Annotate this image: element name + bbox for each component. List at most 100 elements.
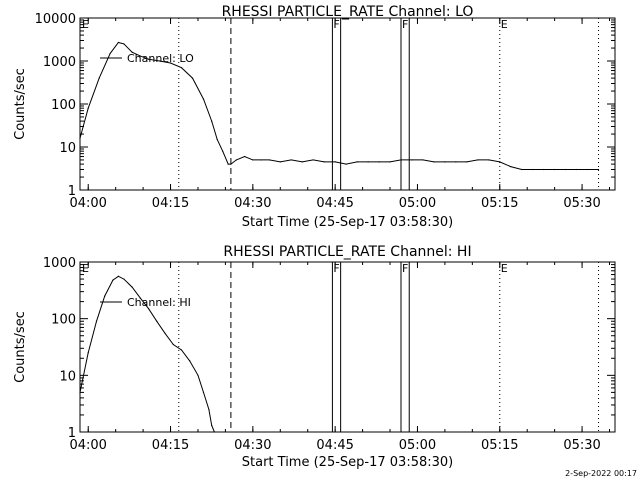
data-point — [117, 41, 120, 44]
data-point — [455, 161, 457, 163]
x-axis-label: Start Time (25-Sep-17 03:58:30) — [242, 455, 453, 470]
marker-label: F — [402, 18, 408, 31]
y-axis-label: Counts/sec — [13, 68, 28, 140]
edge-marker-label: E — [82, 262, 89, 275]
data-point — [389, 161, 391, 163]
data-point — [521, 168, 523, 171]
y-tick-label: 1 — [68, 184, 76, 199]
data-point — [139, 55, 141, 57]
data-point — [532, 168, 534, 171]
data-point — [109, 52, 111, 55]
data-point — [554, 168, 556, 171]
data-point — [312, 159, 314, 161]
x-tick-label: 04:00 — [69, 196, 106, 211]
data-point — [180, 349, 183, 351]
data-point — [158, 60, 161, 62]
data-point — [139, 297, 141, 299]
data-point — [499, 161, 501, 163]
x-tick-label: 04:30 — [234, 196, 271, 211]
data-point — [211, 120, 213, 122]
data-point — [104, 295, 106, 297]
series-line — [79, 41, 599, 170]
legend-label: Channel: HI — [127, 296, 191, 309]
data-point — [227, 163, 229, 165]
chart-title: RHESSI PARTICLE_RATE Channel: LO — [222, 4, 474, 20]
data-point — [488, 159, 490, 161]
data-point — [202, 391, 205, 393]
y-tick-label: 100 — [51, 313, 76, 328]
y-tick-label: 100 — [51, 98, 76, 113]
data-point — [543, 168, 545, 171]
data-point — [235, 159, 237, 161]
data-point — [422, 159, 424, 161]
data-point — [466, 161, 468, 163]
data-point — [131, 286, 133, 288]
data-point — [98, 77, 100, 79]
data-point — [79, 137, 81, 139]
data-point — [87, 107, 89, 109]
x-tick-label: 04:15 — [152, 438, 189, 453]
x-tick-label: 04:45 — [316, 196, 353, 211]
x-tick-label: 05:00 — [399, 438, 436, 453]
footer-date: 2-Sep-2022 00:17 — [565, 469, 637, 478]
data-point — [230, 163, 232, 165]
marker-label: F — [402, 262, 408, 275]
y-axis-label: Counts/sec — [13, 311, 28, 383]
data-point — [156, 320, 158, 322]
x-tick-label: 05:30 — [563, 438, 600, 453]
data-point — [378, 161, 380, 163]
data-point — [213, 431, 216, 433]
data-point — [131, 51, 133, 53]
data-point — [123, 278, 125, 280]
chart-panel-hi: RHESSI PARTICLE_RATE Channel: HI Start Ti… — [13, 244, 616, 470]
data-point — [301, 161, 303, 163]
y-tick-label: 1 — [68, 426, 76, 441]
marker-label: E — [501, 18, 508, 31]
data-point — [87, 352, 89, 354]
data-point — [244, 155, 246, 158]
edge-marker-label: E — [82, 18, 89, 31]
data-point — [216, 138, 218, 141]
x-axis-label: Start Time (25-Sep-17 03:58:30) — [242, 215, 453, 230]
data-point — [597, 168, 600, 171]
marker-label: F — [333, 18, 339, 31]
data-point — [444, 161, 446, 163]
y-tick-label: 10000 — [35, 12, 76, 27]
data-point — [400, 159, 402, 161]
data-point — [334, 161, 336, 163]
data-point — [189, 360, 191, 362]
marker-label: F — [333, 262, 339, 275]
legend-label: Channel: LO — [127, 52, 194, 65]
chart-title: RHESSI PARTICLE_RATE Channel: HI — [223, 244, 471, 260]
data-point — [222, 150, 224, 152]
marker-label: E — [501, 262, 508, 275]
data-point — [79, 391, 81, 393]
data-point — [191, 77, 194, 79]
y-tick-label: 1000 — [43, 256, 76, 271]
data-point — [290, 159, 292, 161]
data-point — [169, 62, 172, 64]
data-point — [565, 168, 567, 171]
data-point — [211, 424, 213, 427]
x-tick-label: 05:30 — [563, 196, 600, 211]
x-tick-label: 04:45 — [316, 438, 353, 453]
data-point — [510, 166, 512, 168]
data-point — [356, 161, 358, 163]
data-point — [208, 408, 210, 411]
data-point — [164, 332, 166, 334]
data-point — [575, 168, 578, 171]
chart-panel-lo: RHESSI PARTICLE_RATE Channel: LO Start Ti… — [13, 4, 616, 230]
y-tick-label: 1000 — [43, 55, 76, 70]
data-point — [123, 43, 125, 45]
data-point — [202, 98, 205, 100]
data-point — [252, 159, 254, 161]
data-point — [260, 159, 262, 161]
y-tick-label: 10 — [59, 141, 76, 156]
data-point — [147, 308, 150, 310]
series-line — [79, 275, 215, 433]
data-point — [586, 168, 589, 171]
x-tick-label: 05:00 — [399, 196, 436, 211]
x-tick-label: 05:15 — [481, 196, 518, 211]
data-point — [367, 161, 369, 163]
